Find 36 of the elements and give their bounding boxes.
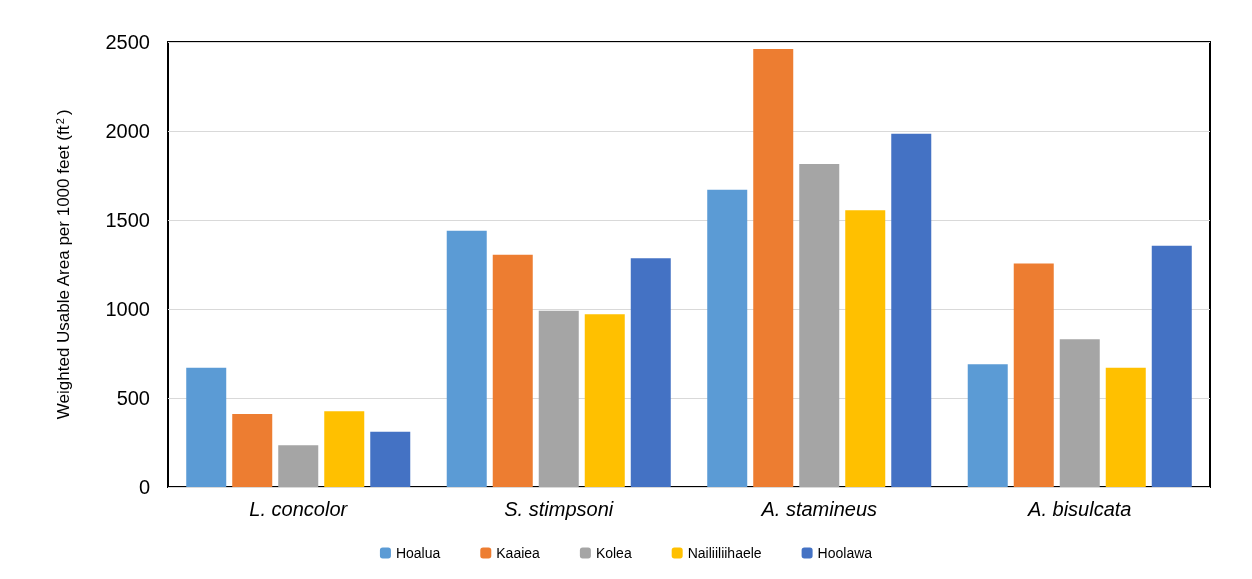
bar (232, 414, 273, 487)
bar (707, 189, 748, 487)
y-tick-label: 2000 (105, 120, 150, 142)
y-tick-label: 2500 (105, 31, 150, 53)
bar (1151, 245, 1192, 487)
bar (967, 364, 1008, 487)
y-tick-label: 1500 (105, 209, 150, 231)
bar (799, 163, 840, 487)
bar (1013, 263, 1054, 487)
y-tick-label: 0 (138, 476, 150, 498)
bar (891, 133, 932, 487)
bar (630, 258, 671, 487)
bar (370, 431, 411, 487)
bar (584, 314, 625, 487)
bar (538, 310, 579, 487)
legend-label: Kaaiea (496, 545, 541, 561)
bar (278, 445, 319, 487)
x-tick-label: A. stamineus (760, 498, 878, 520)
bar (845, 210, 886, 487)
x-tick-label: A. bisulcata (1027, 498, 1132, 520)
legend-label: Nailiiliihaele (687, 545, 762, 561)
y-axis-title: Weighted Usable Area per 1000 feet (ft2) (53, 109, 73, 420)
x-tick-label: L. concolor (249, 498, 349, 520)
bar (446, 230, 487, 487)
bar (492, 254, 533, 487)
bar (1105, 367, 1146, 487)
legend-label: Kolea (595, 545, 632, 561)
bar (186, 367, 227, 487)
legend-label: Hoalua (395, 545, 441, 561)
legend-label: Hoolawa (817, 545, 873, 561)
y-tick-label: 1000 (105, 298, 150, 320)
bar (324, 411, 365, 487)
bar (1059, 339, 1100, 487)
x-tick-label: S. stimpsoni (504, 498, 614, 520)
y-tick-label: 500 (116, 387, 150, 409)
bar (753, 49, 794, 487)
